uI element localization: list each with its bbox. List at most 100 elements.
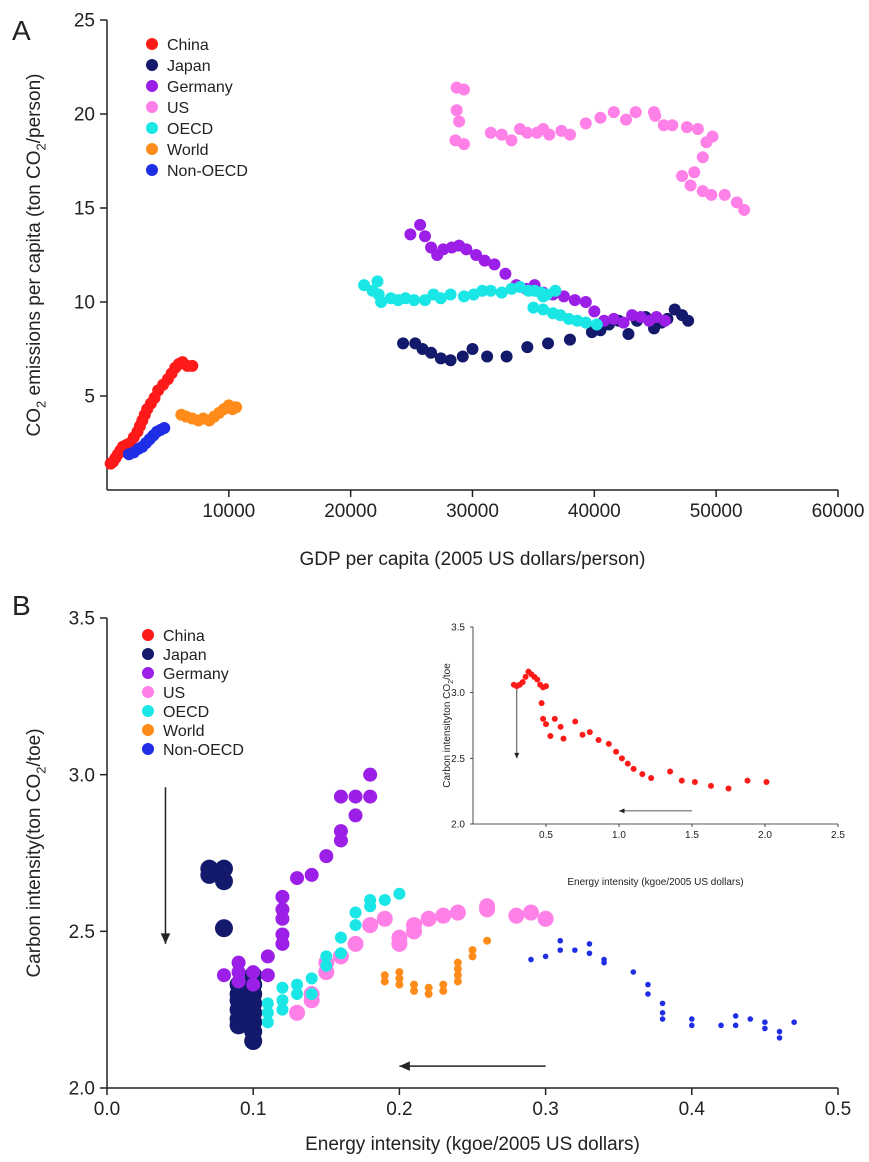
panelA-point-japan <box>521 341 534 354</box>
panelA-legend-item-us: US <box>146 100 189 117</box>
panelA-point-japan <box>500 350 513 363</box>
panelB-point-oecd <box>349 919 362 932</box>
panelB-point-oecd <box>291 978 304 991</box>
panelB-point-world <box>468 952 477 961</box>
panelB-legend-item-japan: Japan <box>142 647 207 664</box>
panelB-y-tick-label: 3.5 <box>69 609 95 630</box>
panelA-y-tick-label: 10 <box>74 293 95 314</box>
panelB-point-world <box>439 980 448 989</box>
panelB-legend-swatch <box>142 629 154 641</box>
panelB-series-japan <box>200 859 263 1050</box>
panelA-point-germany <box>404 228 417 241</box>
chart-inset: 0.5 1.0 1.5 2.0 2.5 2.0 2.5 3.0 3.5 Energy intens… <box>442 623 845 889</box>
inset-point-china <box>586 729 593 736</box>
panelB-legend-swatch <box>142 724 154 736</box>
panelA-point-us <box>484 126 497 139</box>
panelB-x-tick-label: 0.3 <box>532 1099 558 1120</box>
panelB-point-germany <box>246 977 261 992</box>
panelB-legend-label: US <box>163 685 185 702</box>
panelB-point-oecd <box>364 894 377 906</box>
panelB-point-world <box>424 983 433 992</box>
inset-point-china <box>667 768 674 775</box>
panelB-point-non-oecd <box>630 969 637 975</box>
inset-point-china <box>522 673 529 680</box>
panelB-point-non-oecd <box>528 956 534 963</box>
panelA-point-oecd <box>549 284 562 297</box>
panelA-point-non-oecd <box>158 421 171 434</box>
panelA-y-axis-label: CO2 emissions per capita (ton CO2/person… <box>24 74 49 437</box>
panelA-legend-item-world: World <box>146 142 209 159</box>
panelA-legend-swatch <box>146 164 158 176</box>
panelB-legend-item-non-oecd: Non-OECD <box>142 742 244 759</box>
inset-x-tick-label: 0.5 <box>539 830 553 841</box>
panelA-point-oecd <box>476 284 489 297</box>
panelB-point-japan <box>244 1032 263 1050</box>
panelB-point-germany <box>260 968 275 983</box>
panelA-point-us <box>706 130 719 143</box>
panelB-legend-swatch <box>142 667 154 679</box>
panelA-point-us <box>607 106 620 119</box>
panelB-legend-swatch <box>142 705 154 717</box>
panelB-point-japan <box>214 859 233 878</box>
inset-point-china <box>557 723 564 730</box>
inset-point-china <box>624 760 631 767</box>
panelA-point-us <box>543 128 556 141</box>
panelA-point-world <box>230 401 243 414</box>
panelB-arrow-head <box>399 1061 410 1071</box>
panelA-point-us <box>696 151 709 164</box>
panelB-x-axis-label: Energy intensity (kgoe/2005 US dollars) <box>305 1134 640 1155</box>
panelA-point-germany <box>579 296 592 308</box>
panelB-y-axis-label: Carbon intensity(ton CO2/toe) <box>24 728 49 977</box>
panelA-legend-label: US <box>167 100 189 117</box>
panelB-point-germany <box>363 789 378 804</box>
inset-point-china <box>534 676 541 683</box>
panelB-point-germany <box>348 789 363 804</box>
panelB-point-world <box>439 986 448 995</box>
panelB-point-germany <box>363 767 378 782</box>
panelB-point-us <box>435 907 452 924</box>
panelA-legend-swatch <box>146 101 158 113</box>
panelA-y-tick-label: 25 <box>74 11 95 32</box>
panelB-point-germany <box>304 867 319 882</box>
panelB-point-oecd <box>291 988 304 1000</box>
panelA-point-oecd <box>418 294 431 307</box>
panelA-point-germany <box>607 312 620 325</box>
panelB-point-world <box>424 990 433 998</box>
panelA-point-us <box>594 111 607 124</box>
panel-label-b: B <box>12 590 31 621</box>
panelB-point-world <box>380 971 389 980</box>
panelB-point-oecd <box>276 981 289 994</box>
panelA-point-germany <box>557 290 570 303</box>
panelA-point-us <box>705 188 718 201</box>
panelA-point-oecd <box>358 279 371 292</box>
panelA-y-axis-label-part: CO <box>24 408 45 437</box>
panelB-point-us <box>362 917 379 934</box>
panelA-x-tick-label: 30000 <box>446 501 499 522</box>
panelB-point-japan <box>214 872 233 891</box>
inset-y-axis-label-part: /toe <box>442 663 453 680</box>
panelB-x-tick-label: 0.0 <box>94 1099 120 1120</box>
panelB-series-germany <box>216 767 378 992</box>
panelA-point-us <box>629 106 642 119</box>
panelA-series-non-oecd <box>122 421 171 461</box>
panelA-point-oecd <box>434 292 447 305</box>
panelB-legend-label: Japan <box>163 647 207 664</box>
panelA-legend-swatch <box>146 122 158 134</box>
panelA-point-germany <box>588 305 601 318</box>
panelA-point-germany <box>460 243 473 256</box>
panelA-y-axis-label-part: 2 <box>34 401 49 408</box>
panelB-series-oecd <box>261 887 406 1029</box>
panelB-point-world <box>395 968 404 977</box>
panelB-point-non-oecd <box>791 1019 797 1025</box>
panelA-point-japan <box>563 333 576 346</box>
inset-point-china <box>763 778 770 785</box>
chart-panel-a: 10000 20000 30000 40000 50000 60000 5 10 15 20 25 G… <box>24 11 864 570</box>
panelA-legend-label: Germany <box>167 79 233 96</box>
panelA-point-germany <box>418 230 431 243</box>
panelB-point-oecd <box>276 994 289 1007</box>
panelA-point-japan <box>622 327 635 340</box>
panelB-arrow-head <box>160 933 171 944</box>
panelB-point-non-oecd <box>762 1025 768 1032</box>
panelB-point-oecd <box>305 972 318 985</box>
